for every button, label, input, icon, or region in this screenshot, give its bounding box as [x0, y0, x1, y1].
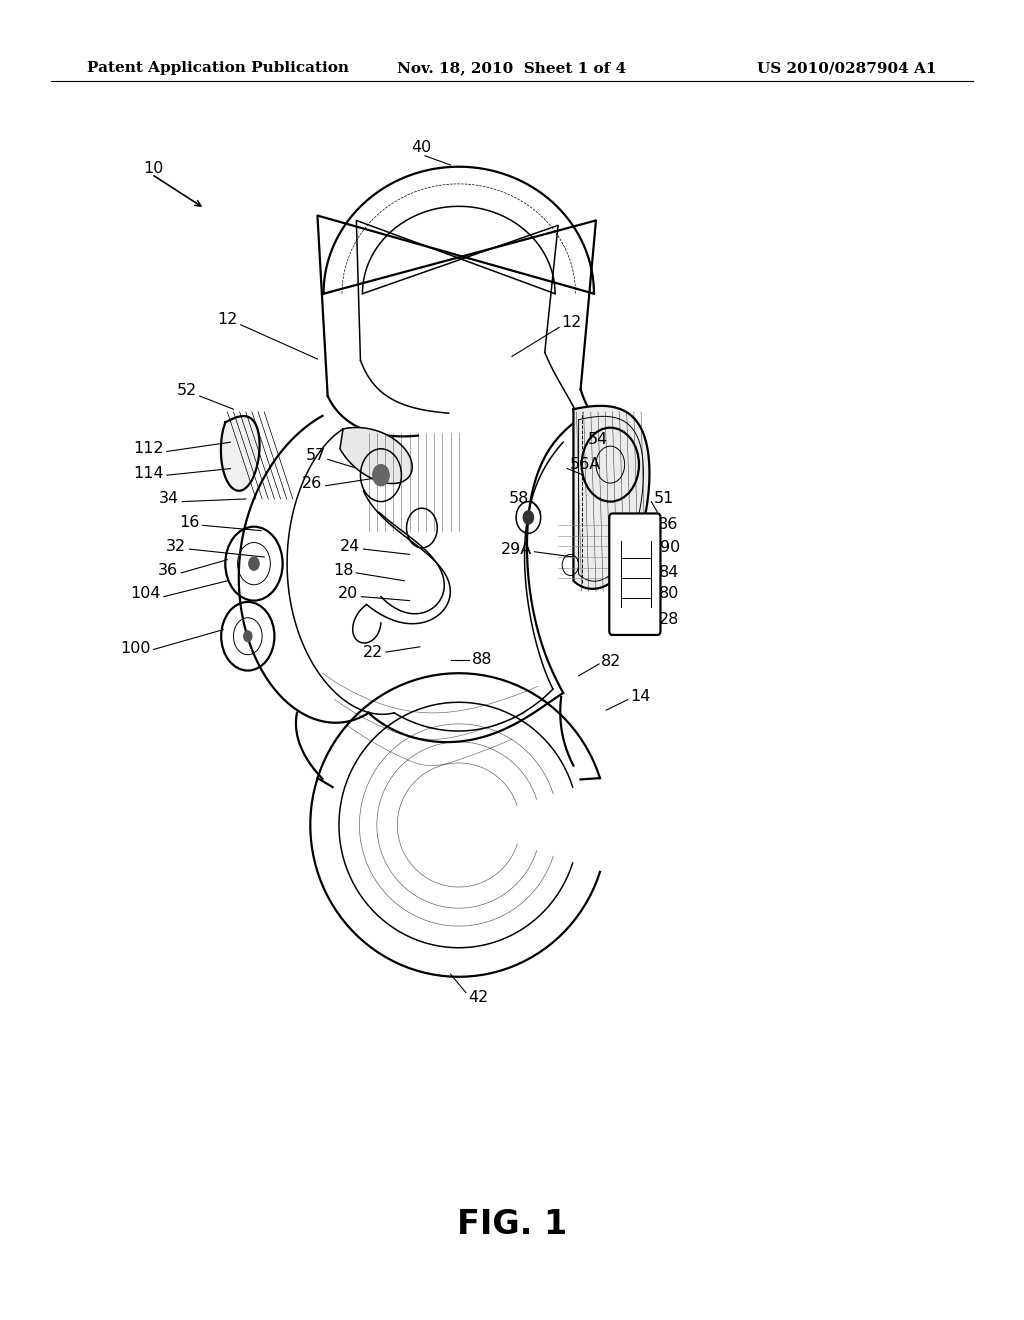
Text: 54: 54 — [588, 432, 608, 447]
Text: 88: 88 — [472, 652, 493, 668]
Text: 86: 86 — [657, 516, 678, 532]
Text: 20: 20 — [338, 586, 358, 602]
Text: 32: 32 — [166, 539, 186, 554]
Polygon shape — [221, 416, 259, 491]
Polygon shape — [573, 405, 649, 589]
Text: US 2010/0287904 A1: US 2010/0287904 A1 — [758, 61, 937, 75]
FancyBboxPatch shape — [609, 513, 660, 635]
Text: 52: 52 — [176, 383, 197, 399]
Circle shape — [373, 465, 389, 486]
Circle shape — [523, 511, 534, 524]
Text: 10: 10 — [143, 161, 164, 177]
Text: 34: 34 — [159, 491, 179, 507]
Text: 22: 22 — [362, 644, 383, 660]
Text: 16: 16 — [179, 515, 200, 531]
Text: 104: 104 — [130, 586, 161, 602]
Text: 100: 100 — [120, 640, 151, 656]
Text: 24: 24 — [340, 539, 360, 554]
Text: FIG. 1: FIG. 1 — [457, 1209, 567, 1241]
Circle shape — [244, 631, 252, 642]
Text: 80: 80 — [658, 586, 679, 602]
Text: 36: 36 — [158, 562, 178, 578]
Text: 82: 82 — [601, 653, 622, 669]
Text: 29A: 29A — [501, 541, 532, 557]
Text: Nov. 18, 2010  Sheet 1 of 4: Nov. 18, 2010 Sheet 1 of 4 — [397, 61, 627, 75]
Text: 12: 12 — [561, 314, 582, 330]
Text: 40: 40 — [412, 140, 432, 156]
Text: 28: 28 — [658, 611, 679, 627]
Text: 51: 51 — [653, 491, 674, 507]
Text: 57: 57 — [305, 447, 326, 463]
Circle shape — [249, 557, 259, 570]
Polygon shape — [340, 428, 413, 483]
Text: 112: 112 — [133, 441, 164, 457]
Text: 56A: 56A — [569, 457, 601, 473]
Text: 14: 14 — [630, 689, 650, 705]
Text: 18: 18 — [333, 562, 353, 578]
Text: 84: 84 — [658, 565, 679, 581]
Text: 42: 42 — [468, 990, 488, 1006]
Text: 114: 114 — [133, 466, 164, 482]
Text: Patent Application Publication: Patent Application Publication — [87, 61, 349, 75]
Text: 26: 26 — [302, 475, 323, 491]
Text: 12: 12 — [217, 312, 238, 327]
Text: 90: 90 — [660, 540, 681, 556]
Text: 58: 58 — [509, 491, 529, 507]
